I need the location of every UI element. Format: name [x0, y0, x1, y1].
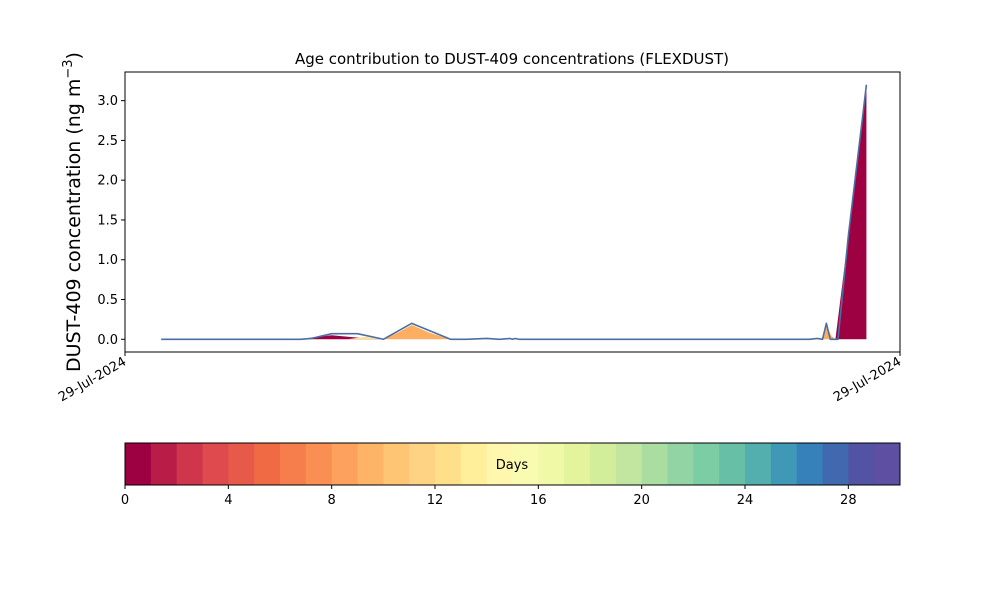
colorbar-swatch-21 [667, 443, 694, 485]
y-tick-label-3: 1.5 [97, 213, 118, 228]
colorbar-swatch-18 [590, 443, 617, 485]
y-axis-label-end: ) [63, 52, 85, 59]
colorbar-swatch-1 [150, 443, 178, 485]
colorbar-tick-label-4: 16 [530, 493, 547, 508]
colorbar-swatch-8 [331, 443, 358, 485]
colorbar-swatch-5 [254, 443, 281, 485]
colorbar-tick-label-5: 20 [633, 493, 650, 508]
colorbar-swatch-7 [305, 443, 333, 485]
area-series-1 [383, 324, 836, 340]
colorbar: 0 4 8 12 16 20 24 28 [121, 442, 901, 508]
colorbar-swatch-2 [176, 443, 203, 485]
colorbar-swatch-27 [822, 443, 849, 485]
y-axis-label-main: DUST-409 concentration (ng m [63, 79, 85, 372]
colorbar-frame [124, 442, 901, 486]
colorbar-swatch-26 [796, 443, 823, 485]
total-concentration-line [161, 84, 868, 341]
colorbar-swatch-25 [770, 443, 798, 485]
colorbar-swatch-13 [460, 443, 488, 485]
colorbar-swatch-24 [745, 443, 772, 485]
colorbar-swatch-11 [409, 443, 436, 485]
colorbar-swatch-29 [874, 443, 901, 485]
y-tick-label-2: 1.0 [97, 253, 118, 268]
colorbar-swatch-4 [228, 443, 255, 485]
colorbar-swatch-6 [280, 443, 307, 485]
axes-frame [124, 71, 901, 353]
y-tick-label-6: 3.0 [97, 94, 118, 109]
chart-title: Age contribution to DUST-409 concentrati… [295, 50, 729, 68]
area-series-2 [347, 336, 397, 340]
colorbar-tick-label-0: 0 [121, 493, 129, 508]
colorbar-swatch-28 [848, 443, 875, 485]
y-tick-label-1: 0.5 [97, 293, 118, 308]
colorbar-swatch-3 [202, 443, 229, 485]
y-axis-label: DUST-409 concentration (ng m−3) [61, 52, 85, 372]
colorbar-swatch-22 [693, 443, 720, 485]
colorbar-swatch-0 [125, 443, 152, 485]
colorbar-swatch-12 [435, 443, 462, 485]
plot-area [161, 84, 868, 341]
colorbar-tick-label-3: 12 [427, 493, 444, 508]
x-tick-label-1: 29-Jul-2024 [831, 354, 904, 405]
area-series-0 [300, 84, 867, 340]
y-tick-label-4: 2.0 [97, 174, 118, 189]
colorbar-swatch-9 [357, 443, 384, 485]
colorbar-tick-label-2: 8 [328, 493, 336, 508]
colorbar-swatch-17 [564, 443, 591, 485]
colorbar-swatch-10 [383, 443, 410, 485]
y-tick-label-0: 0.0 [97, 333, 118, 348]
colorbar-swatch-23 [719, 443, 746, 485]
colorbar-tick-label-6: 24 [737, 493, 754, 508]
colorbar-swatch-14 [486, 443, 513, 485]
colorbar-tick-label-1: 4 [224, 493, 232, 508]
colorbar-swatch-20 [641, 443, 668, 485]
axes: 0.00.51.01.52.02.53.029-Jul-2024 29-Jul-2… [56, 71, 904, 405]
y-axis-label-superscript: −3 [61, 59, 76, 78]
colorbar-tick-label-7: 28 [840, 493, 857, 508]
colorbar-label: Days [496, 458, 529, 473]
colorbar-swatch-15 [512, 443, 539, 485]
y-tick-label-5: 2.5 [97, 134, 118, 149]
colorbar-swatch-16 [538, 443, 565, 485]
colorbar-swatch-19 [615, 443, 643, 485]
